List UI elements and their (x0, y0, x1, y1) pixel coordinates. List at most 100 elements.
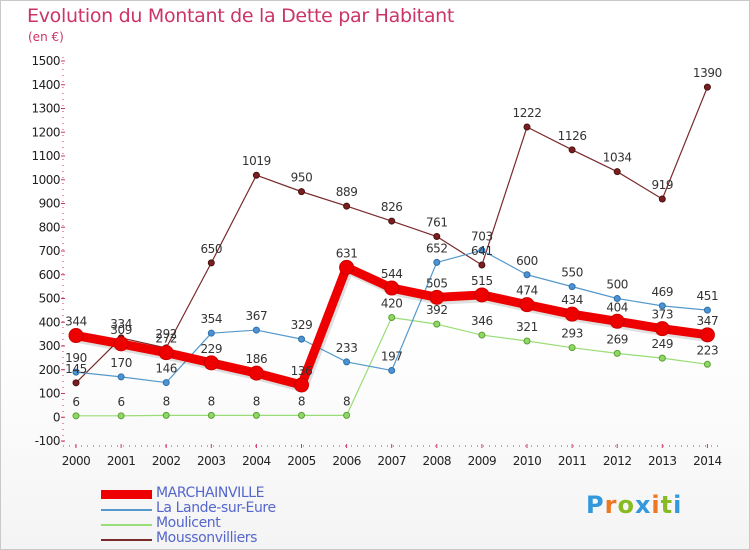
data-point-moussonvilliers (298, 188, 305, 196)
y-tick-label: 1200 (31, 125, 60, 139)
data-point-moulicent (252, 411, 260, 419)
data-point-la-lande-sur-eure (388, 366, 396, 374)
data-point-marchainville (429, 289, 445, 305)
data-point-moulicent (72, 412, 80, 420)
data-label-la-lande-sur-eure: 451 (697, 289, 719, 303)
data-label-marchainville: 272 (155, 332, 177, 346)
data-point-la-lande-sur-eure (433, 258, 441, 266)
logo-letter: i (673, 491, 683, 519)
data-point-moulicent (613, 349, 621, 357)
x-tick-label: 2005 (287, 454, 316, 468)
chart-subtitle: (en €) (28, 30, 64, 44)
data-label-la-lande-sur-eure: 190 (65, 351, 87, 365)
logo-letter: P (586, 491, 605, 519)
data-point-moulicent (523, 337, 531, 345)
data-point-moulicent (343, 411, 351, 419)
y-tick-label: 600 (39, 268, 60, 282)
data-point-la-lande-sur-eure (613, 295, 621, 302)
data-label-marchainville: 347 (697, 314, 719, 328)
data-point-moussonvilliers (703, 83, 711, 91)
x-tick-label: 2010 (513, 454, 542, 468)
data-label-moussonvilliers: 826 (381, 200, 403, 214)
data-label-moussonvilliers: 1019 (242, 154, 271, 168)
data-label-marchainville: 515 (471, 274, 493, 288)
data-label-moussonvilliers: 889 (336, 185, 358, 199)
legend-label: MARCHAINVILLE (156, 485, 265, 501)
data-label-moulicent: 269 (606, 332, 628, 346)
data-label-moulicent: 6 (117, 395, 124, 409)
data-point-moulicent (433, 320, 441, 328)
data-point-moussonvilliers (658, 195, 666, 203)
data-label-moussonvilliers: 334 (110, 317, 132, 331)
y-tick-label: 1400 (31, 78, 60, 92)
data-label-marchainville: 229 (200, 342, 222, 356)
data-point-marchainville (699, 327, 715, 343)
data-label-moulicent: 6 (72, 395, 79, 409)
data-point-moulicent (478, 331, 486, 339)
data-point-la-lande-sur-eure (658, 302, 666, 310)
x-tick-label: 2001 (107, 454, 136, 468)
data-point-marchainville (113, 336, 129, 352)
data-point-la-lande-sur-eure (252, 326, 260, 334)
data-point-moulicent (568, 344, 576, 352)
x-tick-label: 2014 (693, 454, 722, 468)
data-point-moussonvilliers (72, 379, 80, 387)
data-point-la-lande-sur-eure (117, 373, 125, 381)
data-label-la-lande-sur-eure: 600 (516, 254, 538, 268)
x-tick-label: 2009 (468, 454, 497, 468)
data-point-moussonvilliers (343, 202, 351, 210)
data-label-moussonvilliers: 919 (651, 178, 673, 192)
data-label-moussonvilliers: 1390 (693, 66, 722, 80)
data-point-marchainville (384, 280, 400, 296)
data-point-la-lande-sur-eure (523, 271, 531, 279)
data-point-moulicent (388, 314, 396, 321)
data-label-moussonvilliers: 950 (291, 171, 313, 185)
data-label-marchainville: 505 (426, 276, 448, 290)
y-tick-label: 700 (39, 244, 60, 258)
data-point-moulicent (703, 360, 711, 368)
data-point-moulicent (298, 411, 305, 419)
data-point-la-lande-sur-eure (478, 246, 486, 254)
legend-swatch (101, 524, 152, 526)
data-label-moulicent: 223 (697, 343, 719, 357)
legend-label: Moulicent (156, 515, 221, 531)
data-point-moulicent (207, 411, 215, 419)
data-point-marchainville (158, 345, 174, 361)
data-label-moulicent: 8 (253, 394, 260, 408)
y-tick-label: -100 (35, 434, 60, 448)
legend-swatch (101, 490, 152, 499)
x-tick-label: 2011 (558, 454, 587, 468)
logo-letter: i (651, 491, 661, 519)
legend-swatch (101, 509, 152, 511)
data-label-la-lande-sur-eure: 469 (651, 285, 673, 299)
data-label-la-lande-sur-eure: 197 (381, 349, 403, 363)
data-label-la-lande-sur-eure: 652 (426, 241, 448, 255)
data-label-moussonvilliers: 650 (200, 242, 222, 256)
x-tick-label: 2004 (242, 454, 271, 468)
legend-label: Moussonvilliers (156, 530, 258, 546)
x-tick-label: 2013 (648, 454, 677, 468)
data-point-la-lande-sur-eure (568, 283, 576, 291)
data-point-moussonvilliers (613, 168, 621, 176)
y-tick-label: 100 (39, 387, 60, 401)
data-label-moulicent: 321 (516, 320, 538, 334)
data-point-marchainville (474, 287, 490, 303)
y-tick-label: 1300 (31, 102, 60, 116)
data-label-la-lande-sur-eure: 146 (155, 362, 177, 376)
data-point-marchainville (654, 321, 670, 337)
data-point-marchainville (339, 259, 355, 275)
data-point-moulicent (117, 412, 125, 420)
x-tick-label: 2008 (423, 454, 452, 468)
logo-letter: x (634, 491, 652, 519)
x-tick-label: 2003 (197, 454, 226, 468)
data-label-moulicent: 420 (381, 297, 403, 311)
data-point-moulicent (658, 354, 666, 362)
data-label-la-lande-sur-eure: 170 (110, 356, 132, 370)
data-point-moulicent (162, 411, 170, 419)
data-label-la-lande-sur-eure: 703 (471, 229, 493, 243)
data-label-moussonvilliers: 1034 (603, 151, 632, 165)
data-label-moussonvilliers: 1126 (558, 129, 587, 143)
chart-title: Evolution du Montant de la Dette par Hab… (27, 5, 455, 27)
data-label-marchainville: 344 (65, 315, 87, 329)
